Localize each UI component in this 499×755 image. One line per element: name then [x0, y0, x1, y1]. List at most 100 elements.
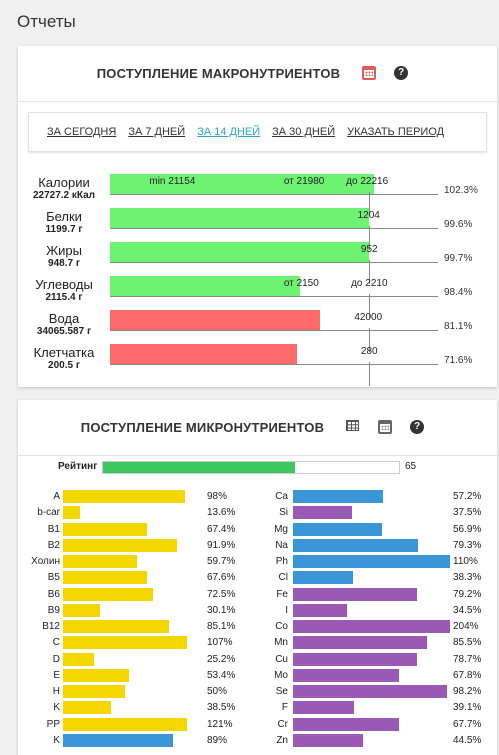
vitamin-bar — [63, 636, 187, 650]
mineral-bar — [293, 522, 383, 536]
mineral-row: I 34.5% — [246, 603, 496, 618]
vitamin-percent: 85.1% — [207, 621, 236, 632]
mineral-row: Ca 57.2% — [246, 490, 496, 504]
macro-name: Вода — [48, 311, 80, 326]
macro-bar — [110, 310, 320, 330]
mineral-row: F 39.1% — [246, 701, 496, 715]
mineral-row: Na 79.3% — [246, 538, 496, 553]
macro-target-label: 280 — [360, 346, 378, 357]
table-icon[interactable] — [346, 419, 362, 436]
macronutrients-header: ПОСТУПЛЕНИЕ МАКРОНУТРИЕНТОВ ? — [18, 46, 497, 102]
mineral-percent: 204% — [453, 621, 479, 632]
calendar-icon[interactable] — [362, 65, 378, 82]
mineral-percent: 85.5% — [453, 637, 482, 649]
help-icon[interactable]: ? — [410, 419, 426, 436]
vitamin-percent: 50% — [207, 686, 228, 697]
vitamin-bar — [63, 522, 147, 536]
mineral-name: Cr — [277, 718, 288, 730]
vitamin-name: B12 — [42, 621, 60, 632]
period-selector: ЗА СЕГОДНЯ ЗА 7 ДНЕЙ ЗА 14 ДНЕЙ ЗА 30 ДНЕЙ У… — [28, 112, 487, 152]
mineral-percent: 110% — [453, 556, 478, 567]
macro-bar — [110, 208, 370, 228]
macro-target-label: до 2210 — [351, 278, 388, 289]
period-tab[interactable]: ЗА 14 ДНЕЙ — [197, 126, 261, 138]
mineral-row: Cl 38.3% — [246, 571, 496, 585]
period-tab[interactable]: ЗА 7 ДНЕЙ — [128, 126, 186, 138]
mineral-row: Zn 44.5% — [246, 733, 496, 748]
mineral-percent: 79.3% — [453, 539, 482, 551]
vitamin-bar — [63, 620, 169, 633]
macro-row: Клетчатка 200.5 г 280 71.6% — [18, 344, 497, 386]
macro-label: Вода 34065.587 г — [18, 310, 110, 337]
macronutrients-title: ПОСТУПЛЕНИЕ МАКРОНУТРИЕНТОВ — [96, 66, 341, 81]
macro-label: Клетчатка 200.5 г — [18, 344, 110, 371]
period-tab[interactable]: ЗА СЕГОДНЯ — [47, 126, 117, 138]
vitamin-percent: 13.6% — [207, 507, 236, 519]
mineral-percent: 37.5% — [453, 507, 482, 519]
mineral-name: Na — [275, 539, 288, 551]
macro-row: Калории 22727.2 кКал min 21154 от 21980 до 2… — [18, 174, 497, 216]
vitamin-percent: 38.5% — [207, 702, 236, 714]
vitamin-percent: 59.7% — [207, 556, 236, 567]
vitamin-name: B6 — [47, 588, 60, 600]
calendar-icon[interactable] — [378, 419, 394, 436]
vitamin-bar — [63, 538, 177, 552]
vitamin-bar — [63, 668, 130, 682]
target-tick — [369, 294, 371, 318]
mineral-row: Mg 56.9% — [246, 522, 496, 537]
mineral-percent: 44.5% — [453, 734, 482, 746]
macro-amount: 1199.7 г — [45, 224, 83, 235]
macro-bar — [110, 174, 375, 194]
macro-target-label: 952 — [360, 244, 378, 255]
macro-row: Вода 34065.587 г 42000 81.1% — [18, 310, 497, 352]
mineral-name: Si — [279, 507, 288, 519]
vitamin-name: B5 — [47, 572, 60, 584]
macro-target-label: до 22216 — [346, 176, 389, 187]
macro-label: Углеводы 2115.4 г — [18, 276, 110, 303]
period-tab[interactable]: УКАЗАТЬ ПЕРИОД — [347, 126, 445, 138]
macro-baseline — [110, 260, 438, 284]
vitamin-row: A 98% — [18, 490, 227, 504]
mineral-percent: 67.8% — [453, 669, 482, 681]
vitamin-row: b-car 13.6% — [18, 506, 235, 520]
vitamin-bar — [63, 603, 101, 617]
vitamin-name: B2 — [47, 539, 60, 551]
mineral-bar — [293, 603, 348, 617]
vitamin-row: B6 72.5% — [18, 587, 235, 602]
mineral-name: Se — [275, 686, 288, 697]
vitamin-percent: 25.2% — [207, 653, 236, 665]
vitamin-row: B9 30.1% — [18, 603, 235, 618]
macro-percent: 99.6% — [444, 219, 473, 230]
macro-target-label: от 21980 — [283, 176, 325, 187]
vitamin-row: B2 91.9% — [18, 538, 235, 553]
macro-baseline — [110, 294, 438, 318]
mineral-bar — [293, 717, 400, 731]
mineral-name: F — [281, 702, 288, 714]
vitamin-row: C 107% — [18, 636, 233, 650]
target-tick — [369, 192, 371, 216]
micronutrients-card: ПОСТУПЛЕНИЕ МИКРОНУТРИЕНТОВ ? Рейтинг 65… — [18, 400, 497, 755]
mineral-name: Mo — [274, 669, 288, 681]
mineral-bar — [293, 652, 417, 666]
rating-track — [102, 461, 400, 474]
vitamin-name: D — [52, 653, 60, 665]
macro-amount: 34065.587 г — [36, 326, 92, 337]
macro-row: Углеводы 2115.4 г от 2150 до 2210 98.4% — [18, 276, 497, 318]
period-tab[interactable]: ЗА 30 ДНЕЙ — [272, 126, 336, 138]
macro-target-label: 1204 — [357, 210, 380, 221]
macro-name: Калории — [38, 175, 90, 190]
target-tick — [369, 226, 371, 250]
macro-amount: 2115.4 г — [45, 292, 83, 303]
vitamin-bar — [63, 506, 80, 520]
mineral-row: Fe 79.2% — [246, 587, 496, 602]
help-icon[interactable]: ? — [394, 65, 410, 82]
macro-amount: 22727.2 кКал — [32, 190, 96, 201]
micronutrients-title: ПОСТУПЛЕНИЕ МИКРОНУТРИЕНТОВ — [80, 420, 325, 435]
macro-name: Жиры — [46, 243, 82, 258]
mineral-bar — [293, 506, 352, 520]
mineral-bar — [293, 587, 418, 601]
mineral-name: Mg — [274, 523, 288, 535]
macro-name: Углеводы — [35, 277, 93, 292]
macro-amount: 948.7 г — [48, 258, 80, 269]
vitamin-name: K — [53, 702, 60, 714]
